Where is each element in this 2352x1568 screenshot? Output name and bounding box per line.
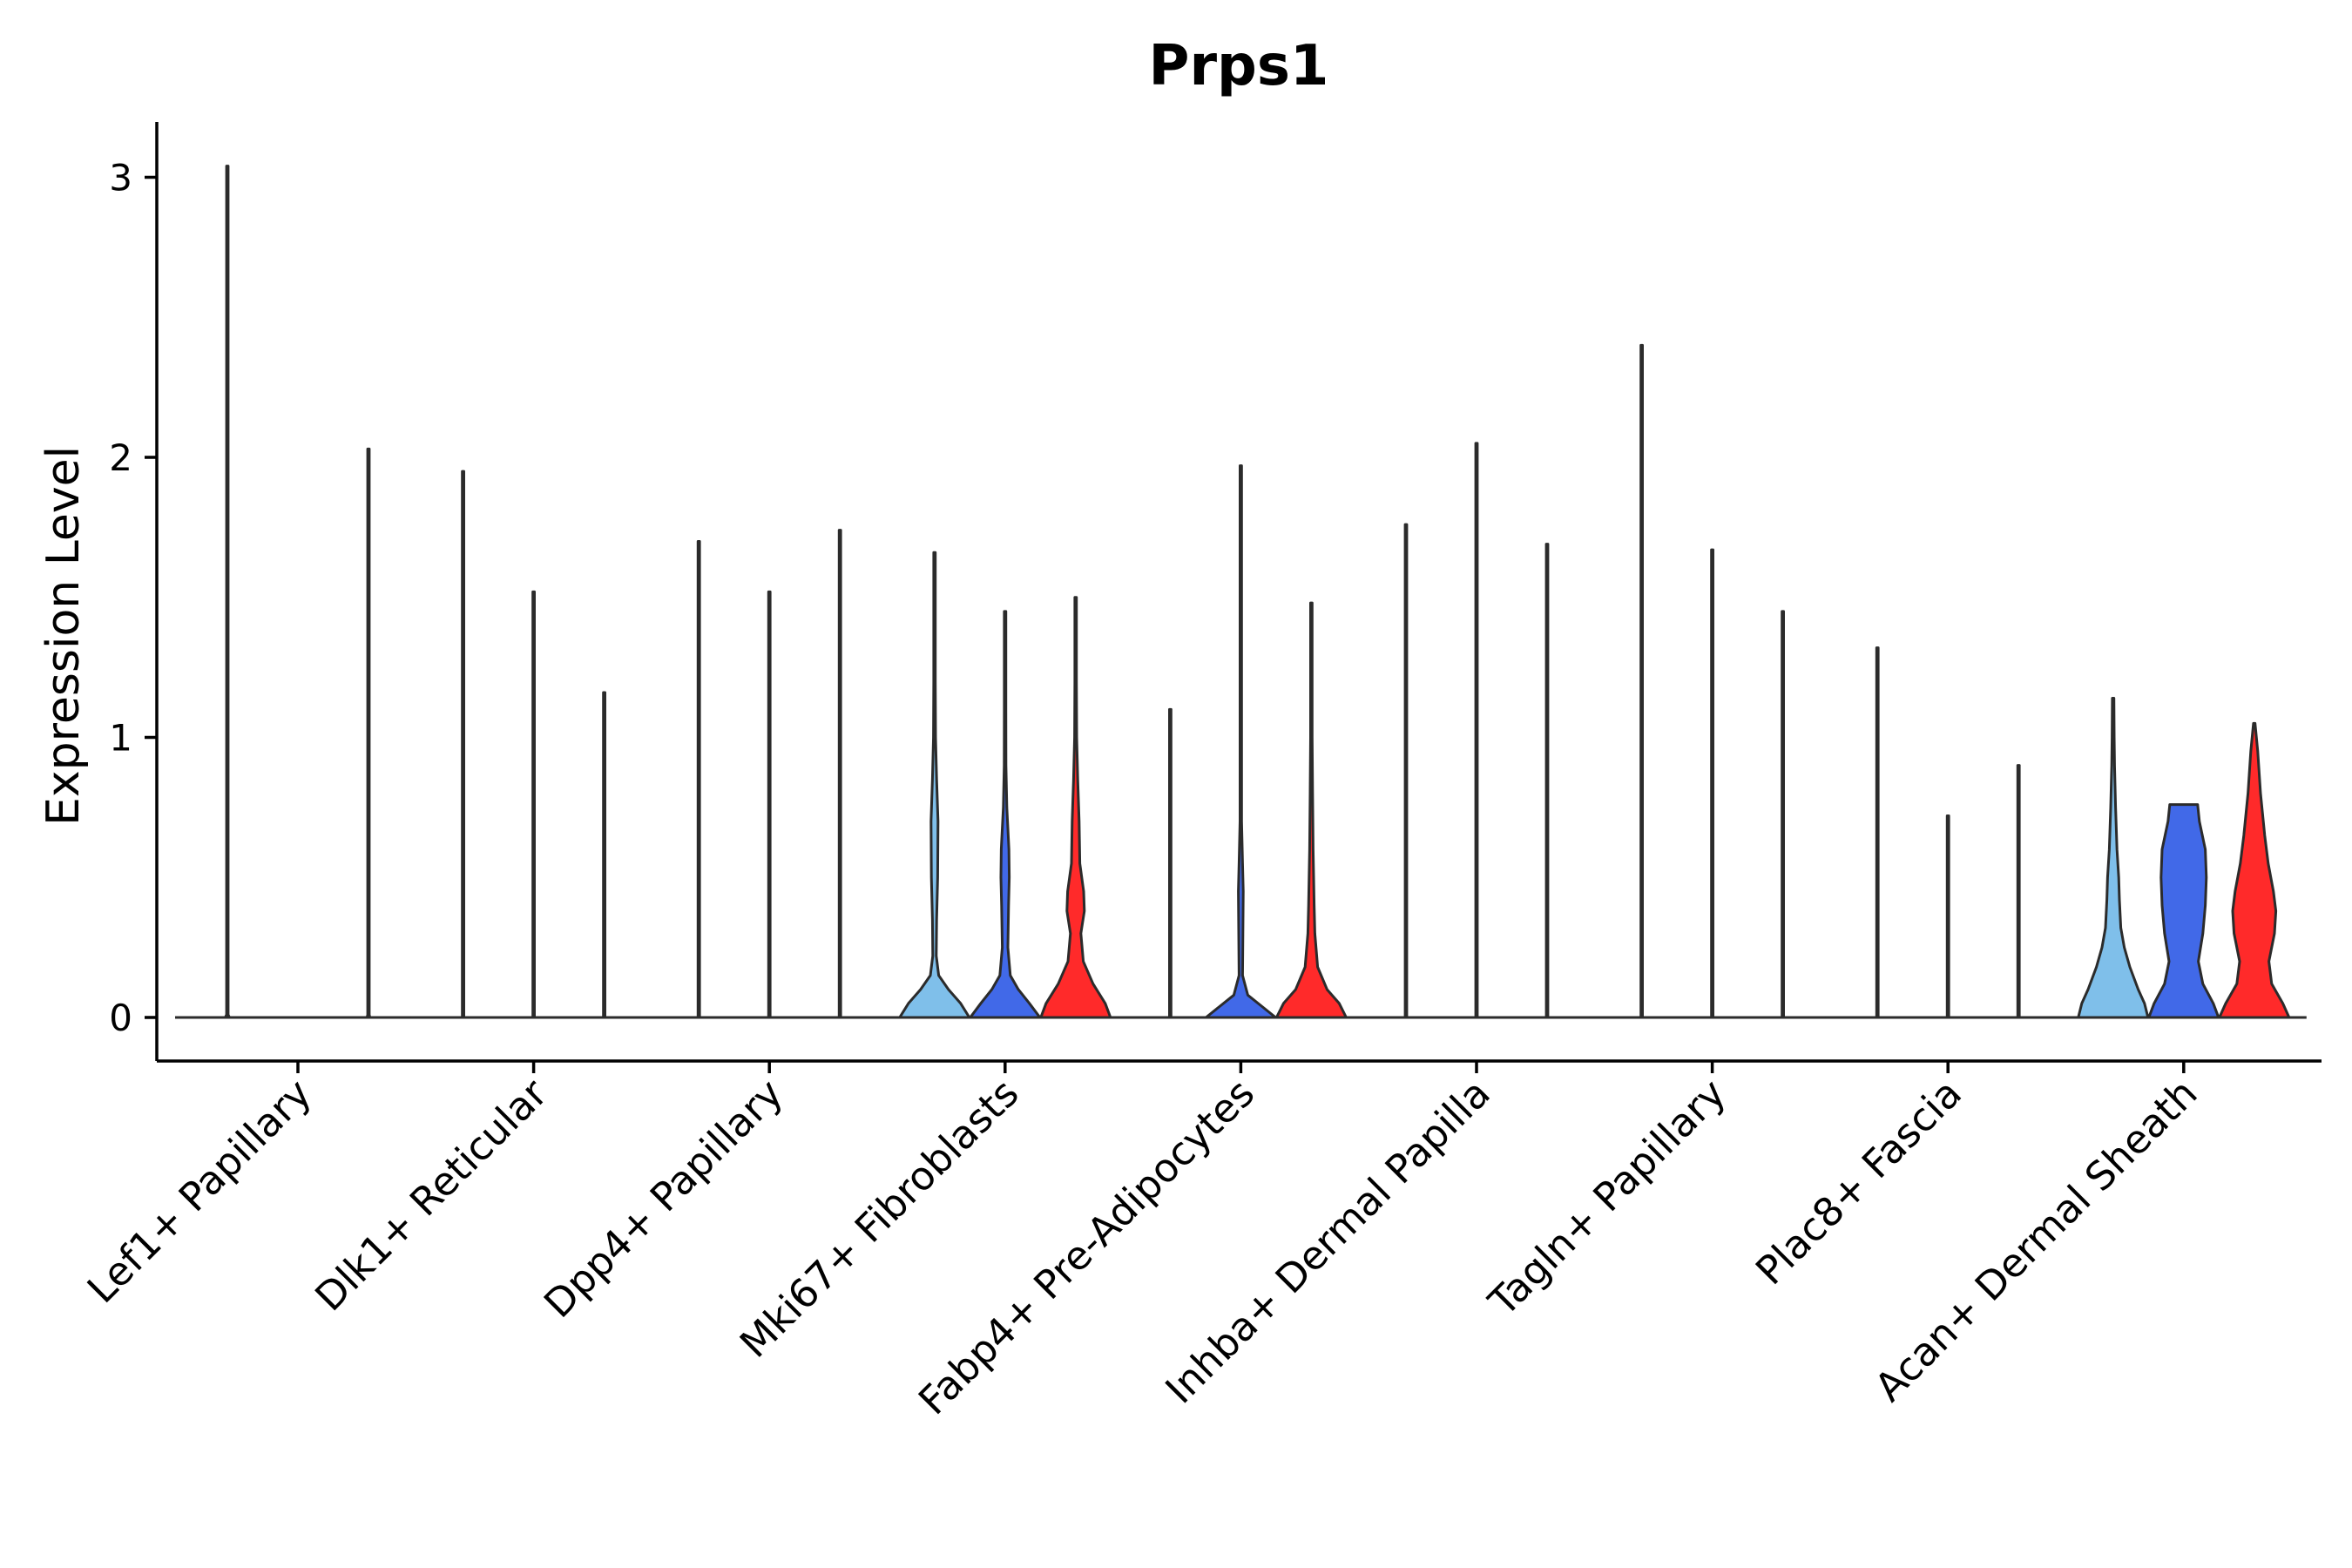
violin-1-2	[602, 691, 606, 1019]
y-axis-label: Expression Level	[37, 446, 90, 826]
violin-7-1	[1945, 814, 1950, 1019]
y-tick-label-0: 0	[109, 997, 132, 1039]
violin-0-0	[224, 165, 231, 1019]
violin-3-1	[969, 610, 1042, 1019]
violin-8-0	[2077, 696, 2150, 1019]
chart-title: Prps1	[1149, 34, 1329, 98]
y-tick-label-2: 2	[109, 436, 132, 479]
violin-5-0	[1403, 523, 1409, 1019]
violin-5-1	[1474, 442, 1479, 1019]
violin-4-0	[1168, 707, 1173, 1019]
violin-3-0	[898, 551, 971, 1019]
y-tick-label-1: 1	[109, 717, 132, 760]
violin-5-2	[1544, 543, 1550, 1019]
x-tick-label-2: Dpp4+ Papillary	[535, 1070, 792, 1327]
violin-2-2	[837, 529, 842, 1019]
violin-7-0	[1875, 646, 1880, 1019]
y-tick-label-3: 3	[109, 157, 132, 199]
x-tick-label-1: Dlk1+ Reticular	[306, 1070, 556, 1320]
x-tick-label-6: Tagln+ Papillary	[1479, 1070, 1734, 1325]
violin-7-2	[2016, 764, 2021, 1019]
violin-1-0	[461, 470, 465, 1019]
violin-0-2	[365, 447, 372, 1019]
violin-6-0	[1639, 343, 1644, 1019]
violin-8-2	[2218, 721, 2291, 1019]
violin-3-2	[1039, 596, 1112, 1019]
x-tick-label-0: Lef1+ Papillary	[78, 1070, 321, 1312]
violin-layer	[175, 165, 2307, 1019]
violin-2-1	[767, 590, 772, 1019]
violin-8-1	[2147, 803, 2220, 1019]
violin-6-1	[1710, 548, 1714, 1019]
violin-1-1	[531, 590, 536, 1019]
x-tick-label-7: Plac8+ Fascia	[1747, 1070, 1970, 1294]
violin-6-2	[1781, 610, 1785, 1019]
violin-2-0	[696, 539, 701, 1019]
violin-4-1	[1204, 464, 1277, 1019]
violin-4-2	[1274, 601, 1348, 1019]
